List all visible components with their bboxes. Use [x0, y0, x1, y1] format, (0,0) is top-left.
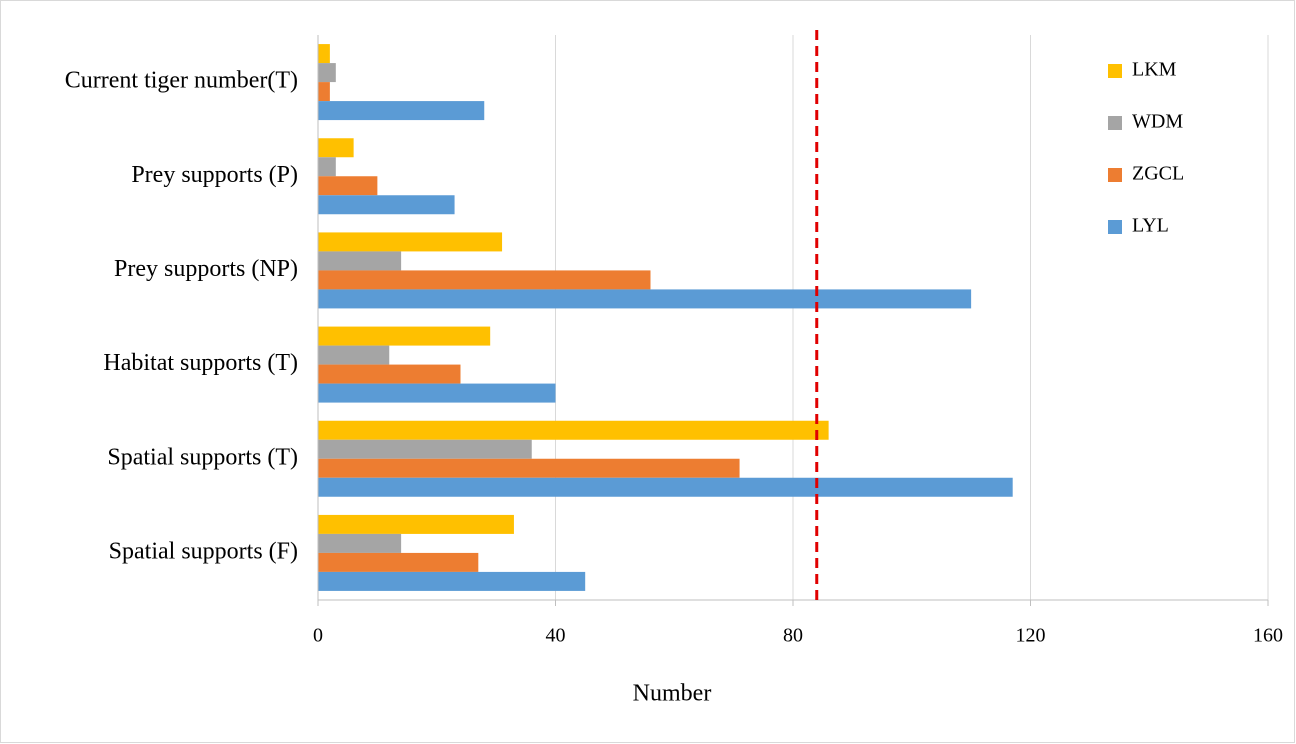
bar — [318, 533, 402, 553]
bar — [318, 138, 354, 158]
y-tick-label: Prey supports (NP) — [114, 256, 298, 282]
bar — [318, 326, 491, 346]
x-tick-label: 40 — [546, 625, 566, 647]
bar — [318, 63, 336, 83]
bar — [318, 251, 402, 271]
bar — [318, 571, 586, 591]
bar — [318, 364, 461, 384]
bar — [318, 195, 455, 215]
bar — [318, 44, 330, 64]
bar — [318, 420, 829, 440]
legend-swatch — [1108, 168, 1122, 182]
bar — [318, 552, 479, 572]
bar — [318, 176, 378, 196]
x-axis-label: Number — [633, 681, 712, 707]
y-tick-label: Prey supports (P) — [131, 162, 298, 188]
legend-label: LYL — [1132, 215, 1169, 237]
legend-label: WDM — [1132, 111, 1183, 133]
bar — [318, 439, 532, 459]
y-tick-label: Habitat supports (T) — [103, 350, 298, 376]
bar — [318, 289, 972, 309]
bar — [318, 157, 336, 177]
y-tick-label: Spatial supports (F) — [109, 538, 298, 564]
legend-swatch — [1108, 116, 1122, 130]
x-tick-label: 80 — [783, 625, 803, 647]
bar — [318, 82, 330, 102]
bar — [318, 458, 740, 478]
bar — [318, 345, 390, 365]
y-tick-label: Current tiger number(T) — [65, 68, 298, 94]
bar — [318, 101, 485, 121]
legend-label: ZGCL — [1132, 163, 1184, 185]
bar — [318, 270, 651, 290]
x-tick-label: 160 — [1253, 625, 1283, 647]
bar — [318, 477, 1013, 497]
legend-swatch — [1108, 64, 1122, 78]
legend-swatch — [1108, 220, 1122, 234]
bar — [318, 514, 514, 534]
bar — [318, 383, 556, 403]
x-tick-label: 120 — [1016, 625, 1046, 647]
y-tick-label: Spatial supports (T) — [107, 444, 298, 470]
x-tick-label: 0 — [313, 625, 323, 647]
legend-label: LKM — [1132, 59, 1177, 81]
bar — [318, 232, 503, 252]
